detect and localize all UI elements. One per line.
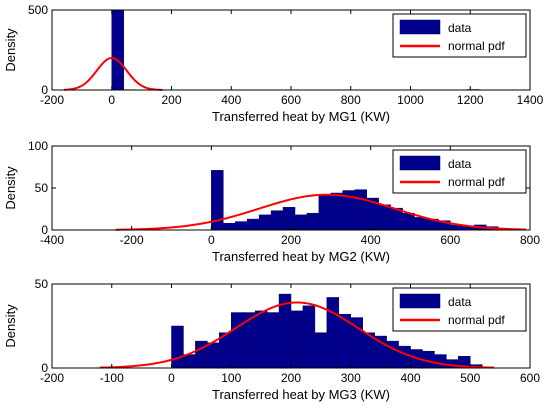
- x-tick-label: 1400: [517, 93, 544, 107]
- legend: data normal pdf: [393, 14, 526, 57]
- histogram-bar: [283, 207, 295, 230]
- x-tick-label: 200: [281, 233, 301, 247]
- x-tick-label: 300: [341, 371, 361, 385]
- histogram-bar: [295, 215, 307, 230]
- y-axis-label: Density: [3, 304, 18, 348]
- histogram-bar: [267, 313, 279, 368]
- y-tick-label: 50: [35, 277, 49, 291]
- y-axis-label: Density: [3, 166, 18, 210]
- legend-swatch-data: [400, 156, 440, 170]
- x-tick-label: 600: [281, 93, 301, 107]
- histogram-bar: [403, 213, 415, 230]
- y-tick-label: 0: [41, 83, 48, 97]
- legend-label-data: data: [448, 157, 472, 171]
- histogram-bar: [172, 326, 184, 368]
- x-tick-label: 100: [221, 371, 241, 385]
- legend: data normal pdf: [393, 150, 526, 193]
- x-tick-label: 600: [440, 233, 460, 247]
- histogram-bar: [259, 215, 271, 230]
- histogram-bar: [327, 297, 339, 368]
- y-tick-label: 0: [41, 361, 48, 375]
- x-tick-label: 200: [161, 93, 181, 107]
- legend-label-data: data: [448, 295, 472, 309]
- legend-swatch-data: [400, 294, 440, 308]
- legend-label-data: data: [448, 21, 472, 35]
- histogram-bar: [315, 333, 327, 368]
- x-tick-label: -100: [100, 371, 124, 385]
- x-tick-label: 400: [221, 93, 241, 107]
- y-tick-label: 0: [41, 223, 48, 237]
- y-axis-label: Density: [3, 28, 18, 72]
- y-tick-label: 100: [28, 139, 48, 153]
- histogram-bar: [223, 223, 235, 230]
- legend-label-pdf: normal pdf: [448, 313, 505, 327]
- histogram-bar: [414, 217, 426, 230]
- x-tick-label: 200: [281, 371, 301, 385]
- x-tick-label: 1200: [457, 93, 484, 107]
- histogram-bar: [307, 213, 319, 230]
- x-tick-label: 600: [520, 371, 540, 385]
- histogram-bar: [247, 219, 259, 230]
- legend-label-pdf: normal pdf: [448, 175, 505, 189]
- histogram-bar: [243, 313, 255, 368]
- x-tick-label: 0: [168, 371, 175, 385]
- x-tick-label: 400: [361, 233, 381, 247]
- histogram-bar: [291, 311, 303, 368]
- histogram-bar: [379, 205, 391, 230]
- histogram-bar: [271, 211, 283, 230]
- histogram-bar: [112, 10, 124, 90]
- x-tick-label: 800: [341, 93, 361, 107]
- x-axis-label: Transferred heat by MG2 (KW): [212, 249, 390, 264]
- histogram-bar: [207, 343, 219, 368]
- histogram-bar: [331, 193, 343, 230]
- x-axis-label: Transferred heat by MG1 (KW): [212, 109, 390, 124]
- histogram-bar: [303, 306, 315, 368]
- histogram-bar: [235, 222, 247, 230]
- x-tick-label: 400: [400, 371, 420, 385]
- x-tick-label: 0: [208, 233, 215, 247]
- legend-label-pdf: normal pdf: [448, 39, 505, 53]
- x-tick-label: 500: [460, 371, 480, 385]
- legend: data normal pdf: [393, 288, 526, 331]
- y-tick-label: 500: [28, 3, 48, 17]
- histogram-bar: [183, 355, 195, 368]
- x-tick-label: -200: [120, 233, 144, 247]
- histogram-bar: [355, 190, 367, 230]
- histogram-bar: [434, 355, 446, 368]
- y-tick-label: 50: [35, 181, 49, 195]
- legend-swatch-data: [400, 20, 440, 34]
- histogram-bar: [255, 311, 267, 368]
- histogram-bar: [231, 313, 243, 368]
- histogram-bar: [319, 195, 331, 230]
- x-axis-label: Transferred heat by MG3 (KW): [212, 387, 390, 402]
- x-tick-label: 0: [108, 93, 115, 107]
- x-tick-label: 800: [520, 233, 540, 247]
- histogram-bar: [399, 346, 411, 368]
- x-tick-label: 1000: [397, 93, 424, 107]
